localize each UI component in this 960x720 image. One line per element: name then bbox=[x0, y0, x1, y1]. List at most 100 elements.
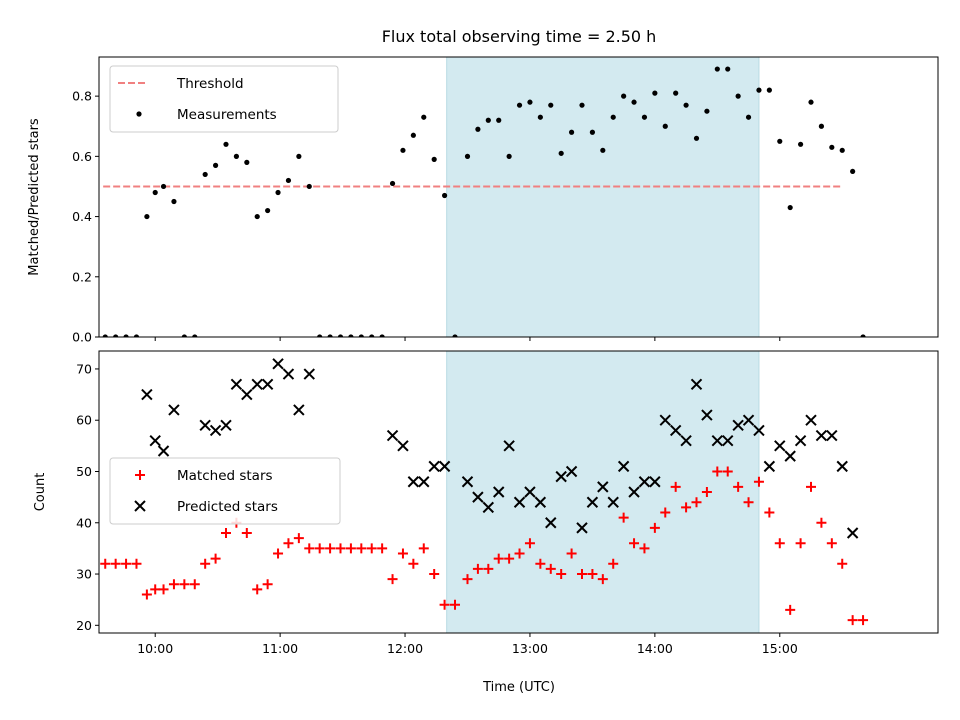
x-tick-label: 15:00 bbox=[762, 641, 798, 656]
data-point bbox=[701, 487, 712, 497]
data-point bbox=[837, 558, 848, 569]
data-point bbox=[722, 435, 734, 447]
bottom-panel: 20 30 40 50 60 70 10:00 11:00 12:00 13:00 14:00 15:… bbox=[33, 350, 939, 656]
data-point bbox=[649, 476, 661, 488]
x-tick-label: 13:00 bbox=[512, 641, 548, 656]
data-point bbox=[144, 213, 150, 220]
data-point bbox=[220, 528, 231, 539]
data-point bbox=[566, 548, 577, 559]
data-point bbox=[168, 579, 179, 590]
y-axis-label: Count bbox=[33, 473, 48, 512]
data-point bbox=[826, 538, 837, 549]
data-point bbox=[141, 589, 152, 600]
data-point bbox=[516, 102, 523, 108]
data-point bbox=[400, 147, 406, 153]
data-point bbox=[210, 553, 221, 564]
data-point bbox=[356, 543, 367, 554]
legend-box bbox=[109, 457, 341, 525]
legend: Threshold Measurements bbox=[109, 65, 339, 133]
data-point bbox=[504, 553, 515, 564]
x-tick-label: 14:00 bbox=[637, 641, 673, 656]
data-point bbox=[254, 213, 260, 220]
data-point bbox=[797, 141, 804, 147]
data-point bbox=[763, 460, 776, 473]
data-point bbox=[450, 599, 461, 610]
legend-label: Measurements bbox=[177, 107, 277, 123]
data-point bbox=[418, 476, 430, 488]
data-point bbox=[556, 569, 567, 580]
data-point bbox=[701, 409, 713, 421]
y-tick-label: 0.0 bbox=[72, 330, 92, 345]
data-point bbox=[386, 429, 399, 442]
data-point bbox=[659, 414, 671, 426]
data-point bbox=[774, 440, 786, 452]
data-point bbox=[826, 429, 838, 442]
data-point bbox=[337, 334, 344, 337]
y-tick-label: 0.6 bbox=[72, 149, 92, 164]
data-point bbox=[850, 168, 856, 175]
data-point bbox=[558, 150, 564, 156]
data-point bbox=[348, 334, 354, 337]
data-point bbox=[441, 192, 448, 199]
data-point bbox=[220, 419, 232, 432]
data-point bbox=[733, 481, 744, 492]
data-point bbox=[158, 584, 169, 595]
data-point bbox=[711, 435, 724, 447]
data-point bbox=[179, 579, 190, 590]
data-point bbox=[265, 207, 271, 214]
top-panel: 0.0 0.2 0.4 0.6 0.8 Matched/Predicted stars Th… bbox=[27, 56, 939, 345]
data-point bbox=[513, 496, 526, 508]
data-point bbox=[293, 404, 305, 416]
data-point bbox=[397, 548, 408, 559]
x-axis-label: Time (UTC) bbox=[482, 680, 555, 695]
data-point bbox=[836, 460, 848, 473]
data-point bbox=[641, 114, 648, 120]
y-tick-label: 20 bbox=[76, 618, 92, 633]
axes-frame bbox=[98, 56, 939, 338]
y-tick-label: 70 bbox=[76, 361, 92, 376]
data-point bbox=[261, 378, 274, 391]
data-point bbox=[192, 334, 198, 337]
data-point bbox=[421, 114, 427, 120]
data-point bbox=[693, 135, 700, 141]
data-point bbox=[366, 543, 377, 554]
data-point bbox=[555, 470, 567, 483]
data-point bbox=[722, 466, 733, 477]
data-point bbox=[712, 466, 723, 477]
data-point bbox=[743, 497, 754, 508]
data-point bbox=[846, 527, 859, 539]
data-point bbox=[617, 460, 630, 473]
data-point bbox=[493, 486, 505, 498]
data-point bbox=[133, 334, 140, 337]
data-point bbox=[241, 528, 252, 539]
data-point bbox=[806, 481, 817, 492]
data-point bbox=[597, 574, 608, 585]
series-predicted-stars bbox=[141, 358, 859, 539]
data-point bbox=[670, 481, 681, 492]
data-point bbox=[160, 183, 167, 190]
data-point bbox=[732, 419, 744, 432]
data-point bbox=[102, 334, 108, 337]
data-point bbox=[212, 162, 219, 168]
data-point bbox=[784, 450, 796, 462]
data-point bbox=[152, 189, 158, 196]
data-point bbox=[534, 496, 547, 508]
data-point bbox=[482, 501, 495, 514]
data-point bbox=[200, 558, 211, 569]
data-point bbox=[756, 87, 762, 93]
data-point bbox=[514, 548, 525, 559]
y-axis-label: Matched/Predicted stars bbox=[27, 118, 42, 276]
observing-window-span bbox=[446, 351, 759, 633]
data-point bbox=[673, 90, 679, 96]
data-point bbox=[345, 543, 356, 554]
data-point bbox=[537, 114, 543, 120]
legend-label: Threshold bbox=[176, 76, 244, 92]
data-point bbox=[847, 615, 858, 626]
data-point bbox=[317, 334, 323, 337]
data-point bbox=[275, 189, 281, 196]
data-point bbox=[252, 584, 263, 595]
data-point bbox=[735, 93, 741, 99]
data-point bbox=[631, 99, 637, 105]
data-point bbox=[464, 153, 471, 159]
y-tick-label: 30 bbox=[76, 567, 92, 582]
